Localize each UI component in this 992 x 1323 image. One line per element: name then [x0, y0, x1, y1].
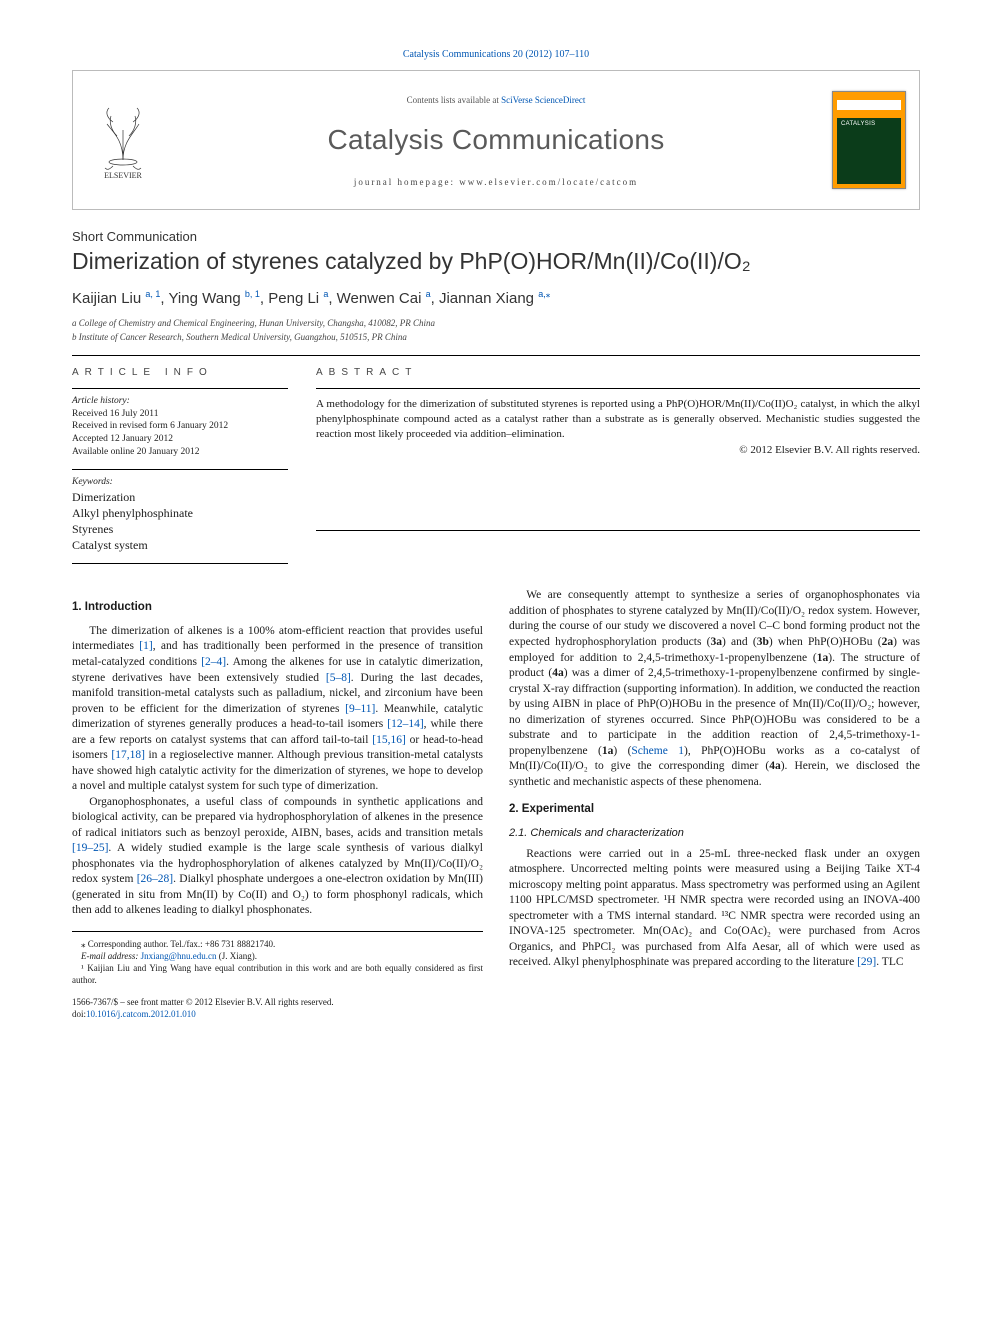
history-line-1: Received 16 July 2011	[72, 408, 288, 421]
cite-12-14[interactable]: [12–14]	[387, 718, 423, 730]
authors: Kaijian Liu a, 1, Ying Wang b, 1, Peng L…	[72, 288, 920, 309]
cite-2-4[interactable]: [2–4]	[201, 656, 226, 668]
section-2-title: 2. Experimental	[509, 802, 920, 818]
cmpd-4a: 4a	[552, 667, 564, 679]
history-line-3: Accepted 12 January 2012	[72, 433, 288, 446]
article-info-head: ARTICLE INFO	[72, 366, 288, 380]
keyword-2: Alkyl phenylphosphinate	[72, 505, 288, 521]
affiliations: a College of Chemistry and Chemical Engi…	[72, 317, 920, 343]
footnote-email: E-mail address: Jnxiang@hnu.edu.cn (J. X…	[72, 950, 483, 962]
rule-top	[72, 355, 920, 356]
abstract-body: A methodology for the dimerization of su…	[316, 398, 920, 440]
page: Catalysis Communications 20 (2012) 107–1…	[0, 0, 992, 1053]
cmpd-3a: 3a	[711, 636, 723, 648]
abstract: ABSTRACT A methodology for the dimerizat…	[316, 366, 920, 570]
doi-link[interactable]: 10.1016/j.catcom.2012.01.010	[86, 1009, 196, 1019]
cmpd-2a: 2a	[882, 636, 894, 648]
publisher-name: ELSEVIER	[104, 171, 142, 180]
contents-line-pre: Contents lists available at	[407, 95, 501, 105]
cite-17-18[interactable]: [17,18]	[111, 749, 145, 761]
email-label: E-mail address:	[81, 951, 141, 961]
keyword-1: Dimerization	[72, 489, 288, 505]
footnote-equal: ¹ Kaijian Liu and Ying Wang have equal c…	[72, 962, 483, 986]
article-title: Dimerization of styrenes catalyzed by Ph…	[72, 247, 920, 276]
publisher-logo-cell: ELSEVIER	[73, 71, 173, 209]
footnotes: ⁎ Corresponding author. Tel./fax.: +86 7…	[72, 931, 483, 1021]
authors-list: Kaijian Liu a, 1, Ying Wang b, 1, Peng L…	[72, 290, 546, 307]
cite-29[interactable]: [29]	[857, 956, 876, 968]
cite-15-16[interactable]: [15,16]	[372, 734, 406, 746]
body: 1. Introduction The dimerization of alke…	[72, 588, 920, 1020]
cmpd-3b: 3b	[757, 636, 769, 648]
sciencedirect-link[interactable]: SciVerse ScienceDirect	[501, 95, 585, 105]
keyword-4: Catalyst system	[72, 537, 288, 553]
journal-cover-cell: CATALYSIS	[819, 71, 919, 209]
cite-26-28[interactable]: [26–28]	[137, 873, 173, 885]
keyword-3: Styrenes	[72, 521, 288, 537]
keywords: Keywords: Dimerization Alkyl phenylphosp…	[72, 476, 288, 554]
txt: ) (	[613, 745, 631, 757]
section-2-1-title: 2.1. Chemicals and characterization	[509, 826, 920, 841]
doi-pre: doi:	[72, 1009, 86, 1019]
affiliation-a: a College of Chemistry and Chemical Engi…	[72, 317, 920, 329]
top-citation-link[interactable]: Catalysis Communications 20 (2012) 107–1…	[403, 49, 589, 60]
contents-line: Contents lists available at SciVerse Sci…	[181, 94, 811, 106]
doi-line: doi:10.1016/j.catcom.2012.01.010	[72, 1008, 483, 1020]
email-link[interactable]: Jnxiang@hnu.edu.cn	[141, 951, 217, 961]
cite-5-8[interactable]: [5–8]	[326, 672, 351, 684]
journal-header-center: Contents lists available at SciVerse Sci…	[173, 71, 819, 209]
keywords-label: Keywords:	[72, 476, 288, 489]
txt: ) was a dimer of 2,4,5-trimethoxy-1-prop…	[509, 667, 920, 757]
footnote-corresponding: ⁎ Corresponding author. Tel./fax.: +86 7…	[72, 938, 483, 950]
journal-homepage: journal homepage: www.elsevier.com/locat…	[181, 176, 811, 188]
cite-9-11[interactable]: [9–11]	[345, 703, 375, 715]
abstract-text: A methodology for the dimerization of su…	[316, 397, 920, 458]
txt: Reactions were carried out in a 25-mL th…	[509, 848, 920, 969]
history-line-4: Available online 20 January 2012	[72, 446, 288, 459]
cmpd-1a-2: 1a	[602, 745, 614, 757]
journal-header: ELSEVIER Contents lists available at Sci…	[72, 70, 920, 210]
front-matter-line: 1566-7367/$ – see front matter © 2012 El…	[72, 996, 483, 1008]
section-1-title: 1. Introduction	[72, 600, 483, 616]
article-info: ARTICLE INFO Article history: Received 1…	[72, 366, 288, 570]
s1-p1: The dimerization of alkenes is a 100% at…	[72, 624, 483, 795]
cmpd-4a-2: 4a	[769, 760, 781, 772]
scheme-1-link[interactable]: Scheme 1	[631, 745, 684, 757]
txt: ) and (	[722, 636, 757, 648]
txt: . TLC	[876, 956, 903, 968]
journal-title: Catalysis Communications	[181, 121, 811, 159]
history-label: Article history:	[72, 395, 288, 408]
article-history: Article history: Received 16 July 2011 R…	[72, 395, 288, 459]
s1-p3: We are consequently attempt to synthesiz…	[509, 588, 920, 790]
cite-1[interactable]: [1]	[139, 640, 152, 652]
history-line-2: Received in revised form 6 January 2012	[72, 420, 288, 433]
txt: Organophosphonates, a useful class of co…	[72, 796, 483, 839]
s2-p1: Reactions were carried out in a 25-mL th…	[509, 847, 920, 971]
cite-19-25[interactable]: [19–25]	[72, 842, 108, 854]
cmpd-1a: 1a	[817, 652, 829, 664]
info-row: ARTICLE INFO Article history: Received 1…	[72, 366, 920, 570]
abstract-copyright: © 2012 Elsevier B.V. All rights reserved…	[316, 443, 920, 458]
top-citation: Catalysis Communications 20 (2012) 107–1…	[72, 48, 920, 62]
s1-p2: Organophosphonates, a useful class of co…	[72, 795, 483, 919]
txt: ) when PhP(O)HOBu (	[769, 636, 882, 648]
article-category: Short Communication	[72, 228, 920, 246]
affiliation-b: b Institute of Cancer Research, Southern…	[72, 331, 920, 343]
corresponding-mark[interactable]: ⁎	[546, 289, 551, 299]
cover-thumbnail[interactable]: CATALYSIS	[832, 91, 906, 189]
abstract-head: ABSTRACT	[316, 366, 920, 380]
doi-block: 1566-7367/$ – see front matter © 2012 El…	[72, 996, 483, 1020]
elsevier-logo: ELSEVIER	[89, 100, 157, 180]
cover-thumbnail-label: CATALYSIS	[841, 120, 875, 128]
email-tail: (J. Xiang).	[216, 951, 257, 961]
